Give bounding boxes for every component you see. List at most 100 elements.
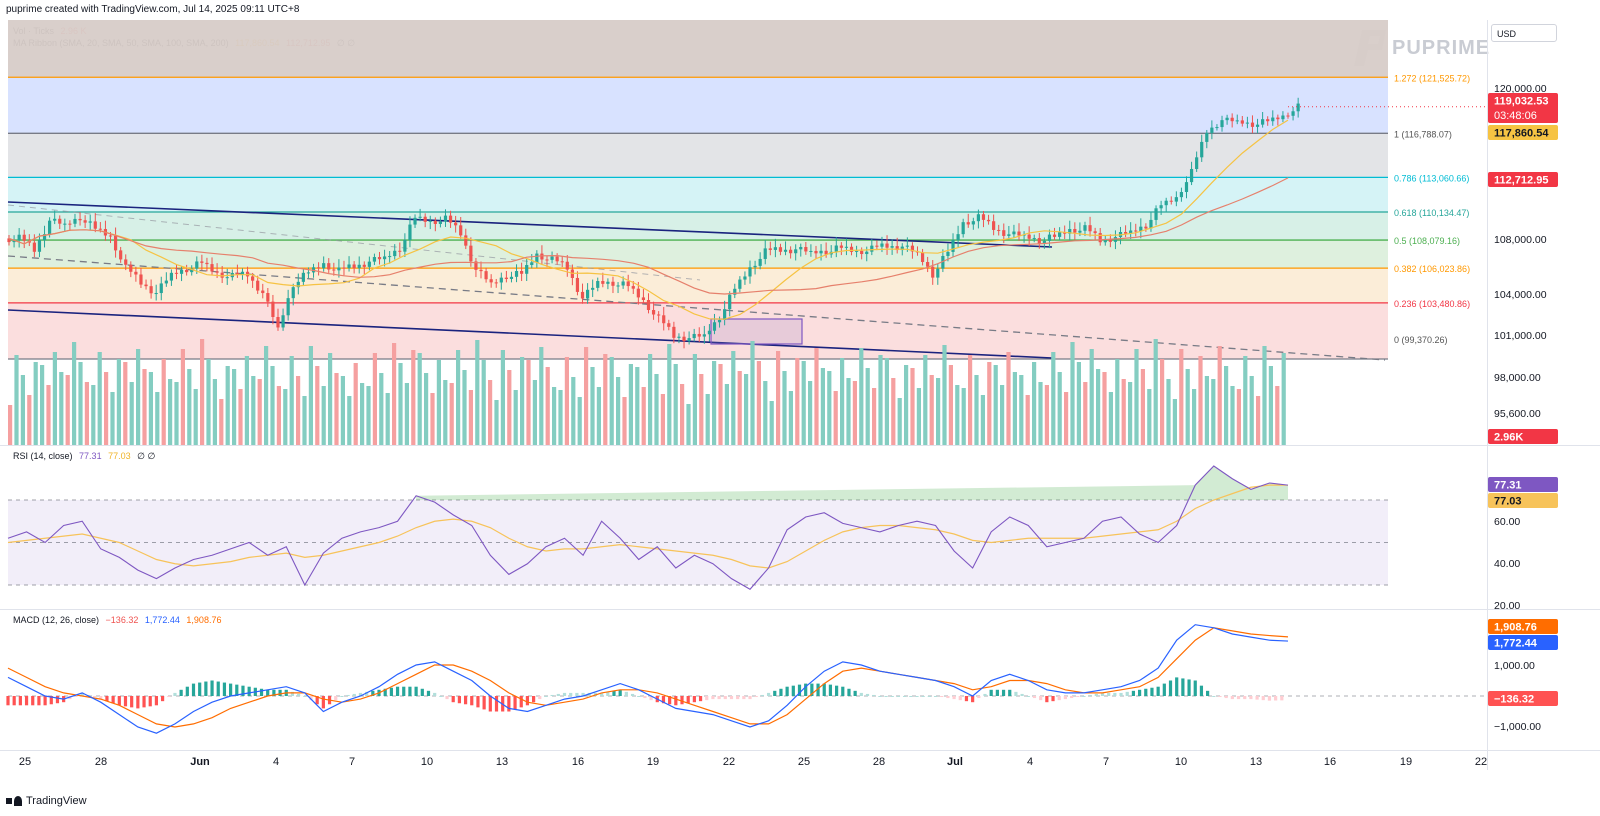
volume-bar	[116, 359, 121, 445]
volume-bar	[1153, 339, 1158, 445]
candle-body	[1007, 234, 1011, 236]
candle-body	[1129, 230, 1133, 234]
macd-histogram-bar	[297, 693, 301, 696]
rsi-legend[interactable]: RSI (14, close) 77.31 77.03 ∅ ∅	[13, 451, 159, 462]
macd-histogram-bar	[600, 692, 604, 696]
candle-body	[504, 277, 508, 279]
macd-histogram-bar	[773, 690, 777, 696]
candle-body	[550, 256, 554, 260]
candle-body	[920, 252, 925, 262]
candle-body	[1184, 182, 1189, 193]
volume-bar	[1044, 385, 1049, 445]
macd-histogram-bar	[31, 696, 35, 706]
candle-body	[697, 333, 701, 337]
macd-histogram-bar	[272, 689, 276, 696]
candle-body	[129, 264, 133, 272]
candle-body	[316, 267, 321, 269]
candle-body	[1286, 115, 1290, 117]
volume-bar	[1012, 372, 1017, 445]
volume-bar	[884, 358, 889, 445]
candle-body	[256, 280, 260, 291]
candle-body	[905, 245, 909, 247]
candle-body	[865, 251, 869, 255]
volume-bar	[1064, 392, 1069, 445]
rsi-badge	[1488, 477, 1558, 492]
macd-histogram-bar	[711, 696, 715, 700]
macd-histogram-bar	[24, 696, 29, 706]
currency-selector[interactable]: USD	[1491, 24, 1557, 42]
candle-body	[306, 272, 311, 274]
candle-body	[530, 262, 534, 265]
macd-histogram-bar	[791, 685, 795, 696]
candle-body	[819, 250, 823, 254]
candle-body	[712, 322, 717, 331]
candle-body	[520, 271, 524, 274]
volume-bar	[987, 362, 992, 445]
volume-bar	[404, 383, 409, 445]
macd-histogram-bar	[216, 681, 220, 696]
volume-bar	[148, 372, 153, 445]
candle-body	[347, 264, 351, 269]
volume-bar	[411, 350, 416, 445]
candle-body	[783, 249, 788, 252]
candle-body	[454, 222, 458, 226]
volume-bar	[462, 370, 467, 445]
candle-body	[372, 257, 377, 262]
candle-body	[1063, 232, 1067, 234]
macd-histogram-bar	[117, 696, 121, 706]
macd-histogram-bar	[612, 690, 616, 696]
candle-body	[794, 249, 798, 254]
volume-bar	[456, 350, 461, 445]
candle-body	[1078, 230, 1082, 233]
candle-body	[418, 216, 422, 218]
candle-body	[337, 267, 341, 271]
macd-histogram-bar	[1051, 696, 1055, 702]
volume-bar	[1083, 382, 1088, 445]
volume-bar	[238, 389, 243, 445]
volume-bar	[1249, 376, 1254, 445]
volume-bar	[878, 355, 883, 445]
price-axis-tick: 104,000.00	[1494, 289, 1547, 301]
macd-histogram-bar	[742, 696, 746, 700]
fib-label: 1.272 (121,525.72)	[1394, 73, 1470, 83]
candle-body	[585, 289, 590, 299]
price-axis-tick: 95,600.00	[1494, 408, 1541, 420]
volume-bar	[84, 382, 89, 445]
volume-bar	[603, 354, 608, 445]
ma-ribbon-legend[interactable]: MA Ribbon (SMA, 20, SMA, 50, SMA, 100, S…	[13, 38, 359, 49]
volume-bar	[872, 388, 877, 445]
volume-bar	[968, 355, 973, 445]
volume-bar	[110, 392, 115, 445]
macd-histogram-bar	[717, 696, 721, 700]
candle-body	[636, 288, 640, 298]
candle-body	[245, 271, 250, 277]
macd-histogram-bar	[995, 689, 999, 696]
volume-legend[interactable]: Vol · Ticks 2.96 K	[13, 26, 91, 36]
tradingview-footer[interactable]: TradingView	[6, 795, 87, 807]
volume-bar	[974, 375, 979, 445]
volume-bar	[232, 369, 237, 445]
price-badge	[1488, 93, 1558, 123]
macd-histogram-bar	[365, 691, 369, 696]
volume-bar	[136, 349, 141, 445]
volume-bar	[1147, 389, 1152, 445]
price-badge-text: 112,712.95	[1494, 175, 1548, 187]
candle-body	[362, 264, 366, 267]
macd-histogram-bar	[1076, 696, 1080, 698]
macd-histogram-bar	[12, 696, 16, 706]
candle-body	[687, 338, 691, 342]
macd-legend[interactable]: MACD (12, 26, close) −136.32 1,772.44 1,…	[13, 615, 225, 625]
macd-line	[7, 624, 1289, 734]
fib-zone-5	[8, 240, 1388, 269]
volume-bar	[993, 365, 998, 445]
candle-body	[139, 274, 143, 285]
macd-histogram-bar	[797, 684, 802, 696]
macd-histogram-bar	[816, 683, 820, 696]
candle-body	[276, 317, 280, 328]
macd-histogram-bar	[748, 696, 752, 700]
volume-bar	[942, 345, 947, 445]
candle-body	[342, 267, 346, 269]
rsi-axis-tick: 20.00	[1494, 600, 1520, 612]
macd-histogram-bar	[408, 686, 412, 696]
